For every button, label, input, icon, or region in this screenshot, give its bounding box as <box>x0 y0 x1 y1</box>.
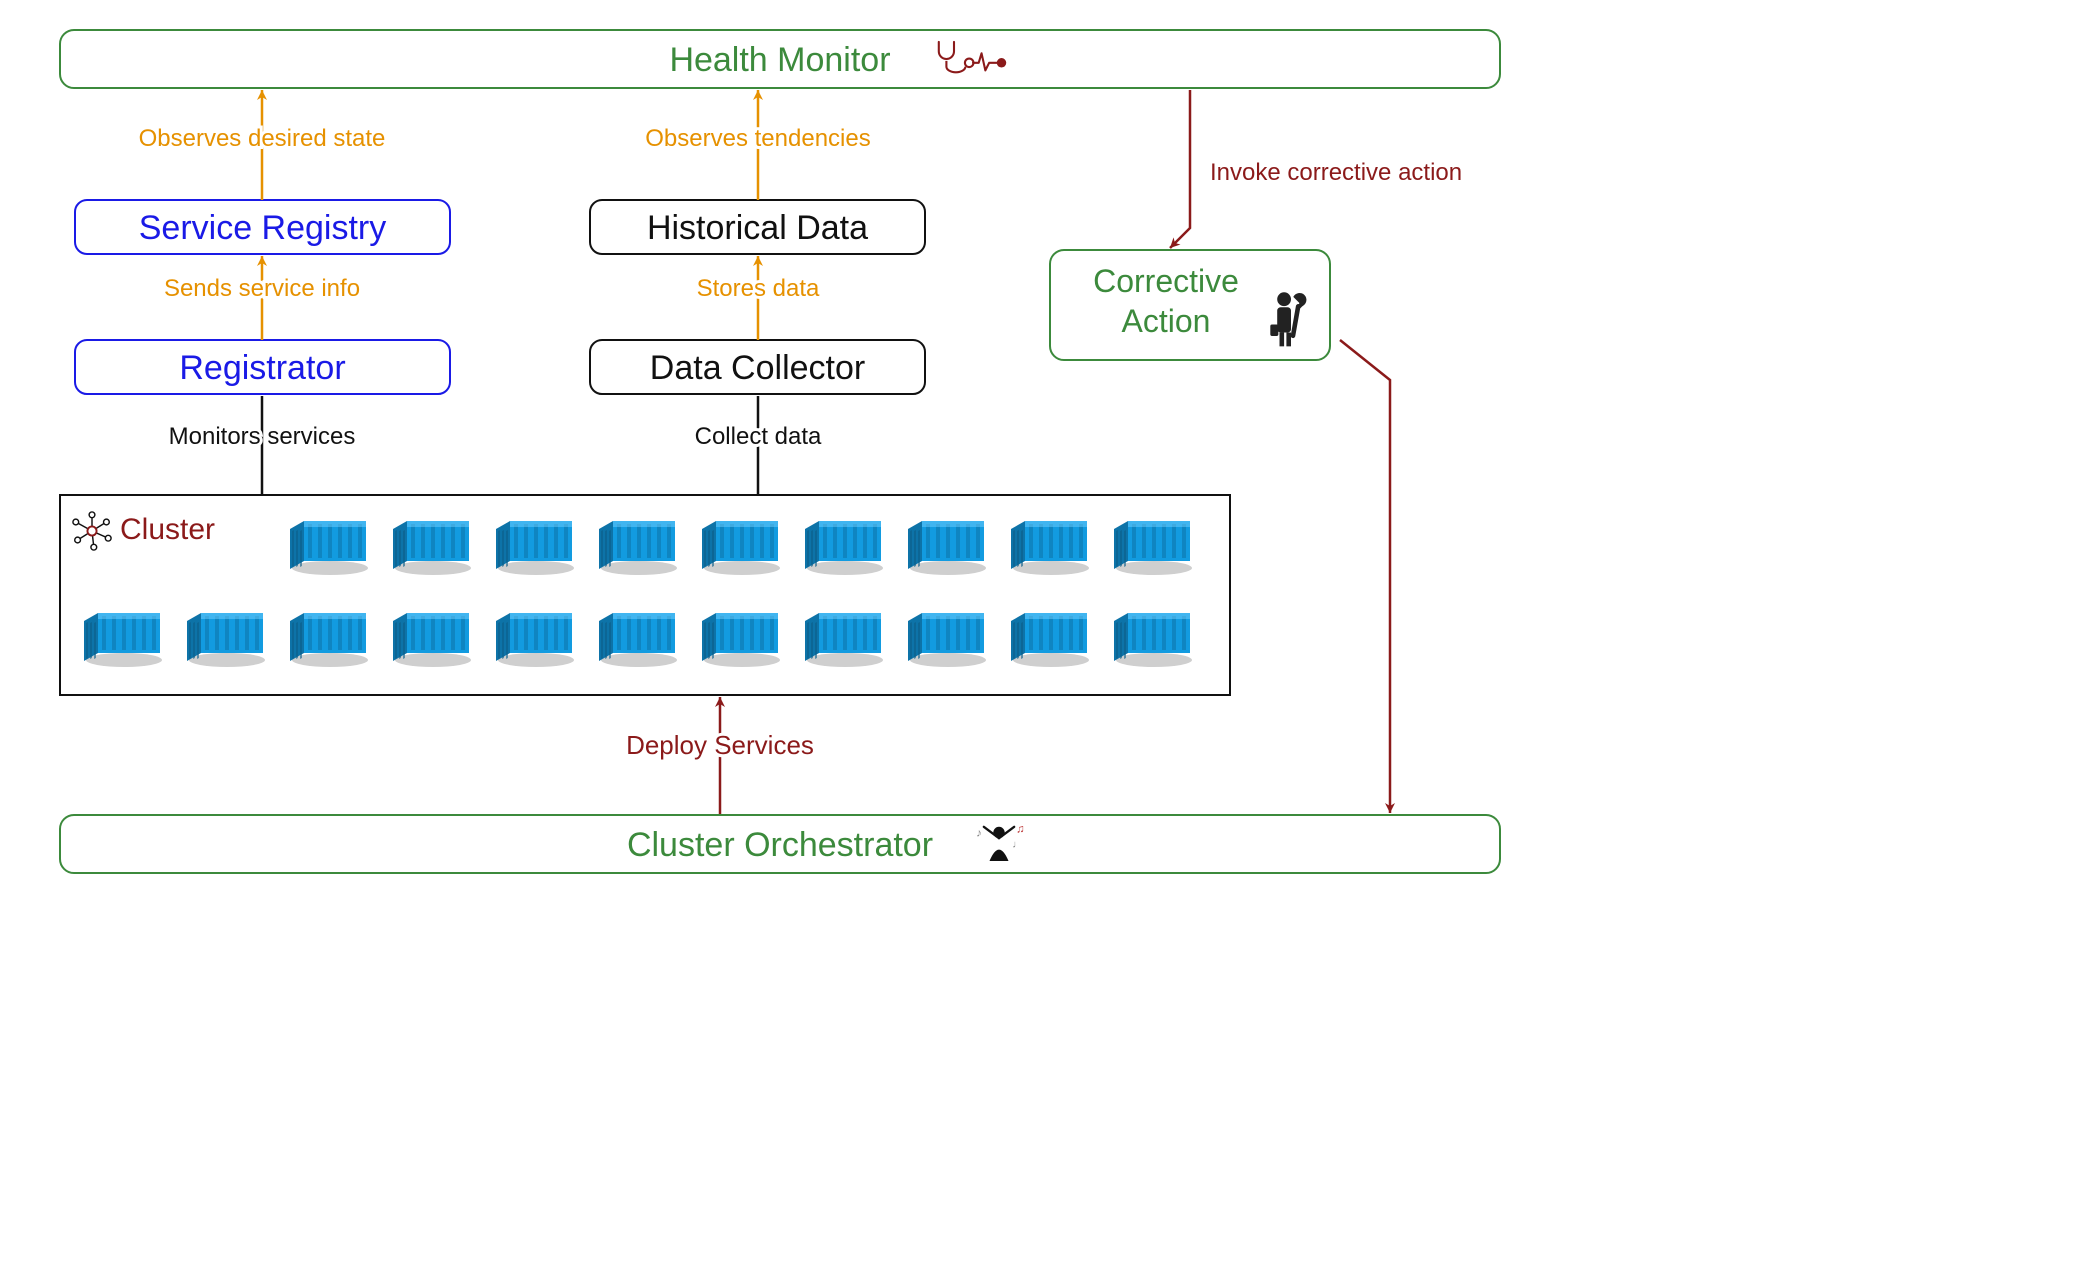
historicalData-label: Historical Data <box>647 209 868 247</box>
container-icon <box>908 513 986 575</box>
container-icon <box>1114 513 1192 575</box>
health-monitor-label: Health Monitor <box>669 41 890 79</box>
container-icon <box>290 605 368 667</box>
edge-e1: Observes desired state <box>139 90 386 200</box>
edge-label-e4: Observes tendencies <box>645 125 870 152</box>
svg-text:♩: ♩ <box>1012 840 1022 851</box>
container-icon <box>702 605 780 667</box>
svg-text:♪: ♪ <box>976 827 982 839</box>
edge-label-e1: Observes desired state <box>139 125 386 152</box>
container-icon <box>702 513 780 575</box>
edge-label-e2: Sends service info <box>164 275 360 302</box>
container-icon <box>599 605 677 667</box>
container-icon <box>599 513 677 575</box>
node-dataCollector: Data Collector <box>590 340 925 394</box>
edge-e7: Deploy Services <box>626 697 814 814</box>
dataCollector-label: Data Collector <box>650 349 865 387</box>
node-registrator: Registrator <box>75 340 450 394</box>
orchestrator-label: Cluster Orchestrator <box>627 826 933 864</box>
edge-e8: Invoke corrective action <box>1170 90 1462 248</box>
container-icon <box>290 513 368 575</box>
edge-e4: Observes tendencies <box>645 90 870 200</box>
container-icon <box>1011 605 1089 667</box>
container-icon <box>908 605 986 667</box>
container-icon <box>805 513 883 575</box>
container-icon <box>496 513 574 575</box>
edge-e9 <box>1340 340 1390 813</box>
node-serviceRegistry: Service Registry <box>75 200 450 254</box>
edge-e3: Monitors services <box>169 396 356 495</box>
node-cluster: Cluster <box>60 495 1230 695</box>
container-icon <box>393 513 471 575</box>
edge-label-e8: Invoke corrective action <box>1210 159 1462 186</box>
registrator-label: Registrator <box>179 349 345 387</box>
container-icon <box>84 605 162 667</box>
edge-label-e6: Collect data <box>695 423 822 450</box>
edge-e2: Sends service info <box>164 256 360 340</box>
edge-label-e5: Stores data <box>697 275 820 302</box>
node-cluster-orchestrator: Cluster Orchestrator ♪ ♫ ♩ <box>60 815 1500 873</box>
node-health-monitor: Health Monitor <box>60 30 1500 88</box>
container-icon <box>393 605 471 667</box>
node-historicalData: Historical Data <box>590 200 925 254</box>
edge-label-e3: Monitors services <box>169 423 356 450</box>
container-icon <box>496 605 574 667</box>
edge-e5: Stores data <box>697 256 820 340</box>
container-icon <box>187 605 265 667</box>
cluster-label: Cluster <box>120 513 215 546</box>
edge-label-e7: Deploy Services <box>626 730 814 760</box>
container-icon <box>805 605 883 667</box>
corrective-action-label-2: Action <box>1122 303 1211 339</box>
serviceRegistry-label: Service Registry <box>139 209 387 247</box>
svg-text:♫: ♫ <box>1016 824 1025 836</box>
corrective-action-label-1: Corrective <box>1093 263 1239 299</box>
container-icon <box>1114 605 1192 667</box>
edge-e6: Collect data <box>695 396 822 495</box>
container-icon <box>1011 513 1089 575</box>
node-corrective-action: Corrective Action <box>1050 250 1330 360</box>
